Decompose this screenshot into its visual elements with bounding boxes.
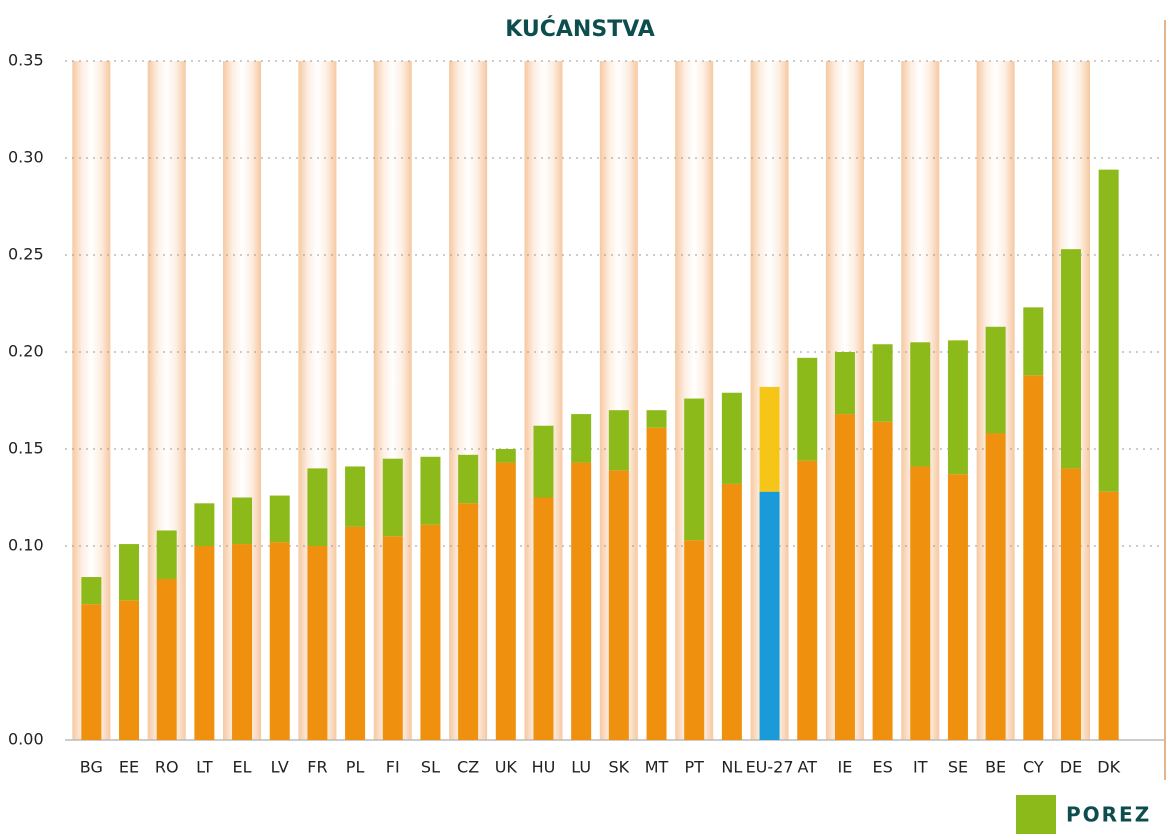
bar-segment xyxy=(533,425,554,498)
bar-segment xyxy=(1060,468,1081,740)
bar-segment xyxy=(495,462,516,740)
bar-segment xyxy=(985,326,1006,434)
bar-segment xyxy=(156,530,177,579)
y-tick-label: 0.20 xyxy=(8,342,44,361)
x-tick-label: UK xyxy=(495,758,518,777)
bar-segment xyxy=(910,466,931,740)
bar-segment xyxy=(872,344,893,422)
x-tick-label: HU xyxy=(532,758,556,777)
bar-segment xyxy=(834,352,855,415)
bar-segment xyxy=(420,524,441,740)
bar-segment xyxy=(81,577,102,605)
bar-segment xyxy=(458,454,479,504)
bar-segment xyxy=(910,342,931,467)
bar-segment xyxy=(947,474,968,740)
bar-segment xyxy=(1023,375,1044,740)
x-tick-label: EL xyxy=(233,758,252,777)
x-tick-label: LT xyxy=(196,758,213,777)
x-tick-label: MT xyxy=(645,758,669,777)
bar-segment xyxy=(382,458,403,537)
bar-segment xyxy=(307,546,328,740)
x-tick-label: SE xyxy=(948,758,968,777)
bar-segment xyxy=(571,462,592,740)
bar-segment xyxy=(872,421,893,740)
legend-label: POREZ xyxy=(1066,803,1151,827)
bar-segment xyxy=(684,540,705,740)
bar-segment xyxy=(1060,249,1081,469)
x-tick-label: RO xyxy=(155,758,179,777)
bar-segment xyxy=(232,497,253,545)
x-tick-label: CZ xyxy=(457,758,479,777)
x-tick-label: CY xyxy=(1023,758,1044,777)
bar-segment xyxy=(1098,169,1119,492)
bar-segment xyxy=(269,542,290,740)
bar-segment xyxy=(1098,491,1119,740)
y-tick-label: 0.30 xyxy=(8,148,44,167)
bar-segment xyxy=(721,392,742,484)
x-tick-label: AT xyxy=(797,758,817,777)
x-tick-label: DE xyxy=(1060,758,1082,777)
bar-segment xyxy=(232,544,253,740)
x-tick-label: EU-27 xyxy=(746,758,794,777)
x-tick-label: BG xyxy=(80,758,103,777)
bar-segment xyxy=(194,546,215,740)
bar-segment xyxy=(608,410,629,471)
bar-segment xyxy=(345,526,366,740)
x-tick-label: FI xyxy=(386,758,400,777)
y-tick-label: 0.10 xyxy=(8,536,44,555)
bar-segment xyxy=(646,410,667,428)
x-tick-label: FR xyxy=(307,758,327,777)
bar-segment xyxy=(571,414,592,463)
x-tick-label: BE xyxy=(985,758,1006,777)
legend-swatch xyxy=(1016,795,1056,834)
bar-segment xyxy=(458,503,479,740)
x-tick-label: SL xyxy=(421,758,440,777)
x-tick-label: DK xyxy=(1097,758,1120,777)
bar-segment xyxy=(721,483,742,740)
bar-segment xyxy=(834,414,855,740)
x-tick-label: LV xyxy=(271,758,289,777)
x-tick-label: PT xyxy=(684,758,704,777)
bar-segment xyxy=(382,536,403,740)
bar-segment xyxy=(608,470,629,740)
bar-segment xyxy=(495,449,516,463)
bar-segment xyxy=(1023,307,1044,376)
y-tick-label: 0.15 xyxy=(8,439,44,458)
x-tick-label: PL xyxy=(346,758,365,777)
bar-segment xyxy=(985,433,1006,740)
bar-segment xyxy=(269,495,290,543)
bar-segment xyxy=(684,398,705,541)
y-tick-label: 0.35 xyxy=(8,51,44,70)
bar-segment xyxy=(119,600,140,740)
bar-segment xyxy=(119,544,140,601)
x-tick-label: LU xyxy=(571,758,591,777)
x-tick-label: IE xyxy=(837,758,852,777)
bar-segment xyxy=(797,357,818,461)
bar-segment xyxy=(307,468,328,546)
bar-segment xyxy=(759,386,780,492)
bar-segment xyxy=(81,604,102,740)
bar-segment xyxy=(947,340,968,475)
chart-title: KUĆANSTVA xyxy=(505,16,655,42)
bar-segment xyxy=(194,503,215,546)
x-tick-label: ES xyxy=(872,758,892,777)
bar-segment xyxy=(646,427,667,740)
bar-segment xyxy=(420,456,441,525)
bar-segment xyxy=(797,460,818,740)
y-tick-label: 0.00 xyxy=(8,730,44,749)
x-tick-label: NL xyxy=(721,758,742,777)
y-tick-label: 0.25 xyxy=(8,245,44,264)
bar-segment xyxy=(759,491,780,740)
bar-segment xyxy=(533,497,554,740)
bar-segment xyxy=(156,578,177,740)
bar-segment xyxy=(345,466,366,527)
x-tick-label: EE xyxy=(119,758,139,777)
x-tick-label: SK xyxy=(609,758,630,777)
x-tick-label: IT xyxy=(913,758,928,777)
